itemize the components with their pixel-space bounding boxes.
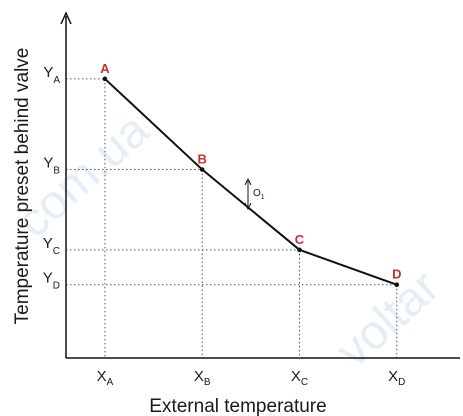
x-tick-sub: A bbox=[107, 377, 114, 388]
y-tick-main: Y bbox=[43, 155, 53, 172]
y-tick-sub: D bbox=[53, 281, 60, 292]
x-axis-title: External temperature bbox=[149, 396, 326, 416]
y-axis-title: Temperature preset behind valve bbox=[12, 48, 33, 325]
point-label-c: C bbox=[295, 232, 305, 247]
x-tick-label: XD bbox=[388, 368, 405, 388]
y-axis-arrow-icon bbox=[60, 11, 72, 25]
x-tick-main: X bbox=[291, 368, 301, 385]
y-tick-label: YD bbox=[43, 270, 60, 292]
y-tick-main: Y bbox=[43, 270, 53, 287]
y-tick-sub: A bbox=[53, 75, 60, 86]
data-line bbox=[104, 78, 398, 286]
y-tick-sub: B bbox=[53, 166, 60, 177]
x-tick-sub: B bbox=[204, 377, 211, 388]
y-tick-label: YC bbox=[43, 235, 60, 257]
annotation-sub: 1 bbox=[261, 194, 265, 201]
data-point-b bbox=[199, 167, 205, 172]
point-label-a: A bbox=[100, 61, 110, 76]
svg-text:O1: O1 bbox=[253, 188, 265, 201]
x-tick-main: X bbox=[388, 368, 398, 385]
y-tick-main: Y bbox=[43, 235, 53, 252]
y-tick-sub: C bbox=[53, 246, 60, 257]
x-tick-sub: D bbox=[398, 377, 405, 388]
guide-lines bbox=[66, 78, 398, 358]
data-point-d bbox=[394, 282, 400, 288]
y-tick-label: YB bbox=[43, 155, 60, 177]
data-point-a bbox=[102, 76, 108, 82]
y-tick-main: Y bbox=[43, 64, 53, 81]
y-tick-label: YA bbox=[43, 64, 60, 86]
x-tick-label: XC bbox=[291, 368, 308, 388]
data-points: A B C D bbox=[100, 61, 401, 288]
watermark-text: voltar bbox=[327, 260, 450, 378]
x-tick-main: X bbox=[97, 368, 107, 385]
x-tick-label: XA bbox=[97, 368, 114, 388]
x-tick-sub: C bbox=[301, 377, 308, 388]
annotation-o1: O1 bbox=[244, 177, 265, 211]
series-line bbox=[104, 78, 398, 286]
x-tick-label: XB bbox=[194, 368, 211, 388]
point-label-d: D bbox=[392, 267, 401, 282]
annotation-main: O bbox=[253, 188, 261, 199]
point-label-b: B bbox=[198, 152, 207, 167]
data-point-c bbox=[297, 247, 302, 253]
x-tick-main: X bbox=[194, 368, 204, 385]
